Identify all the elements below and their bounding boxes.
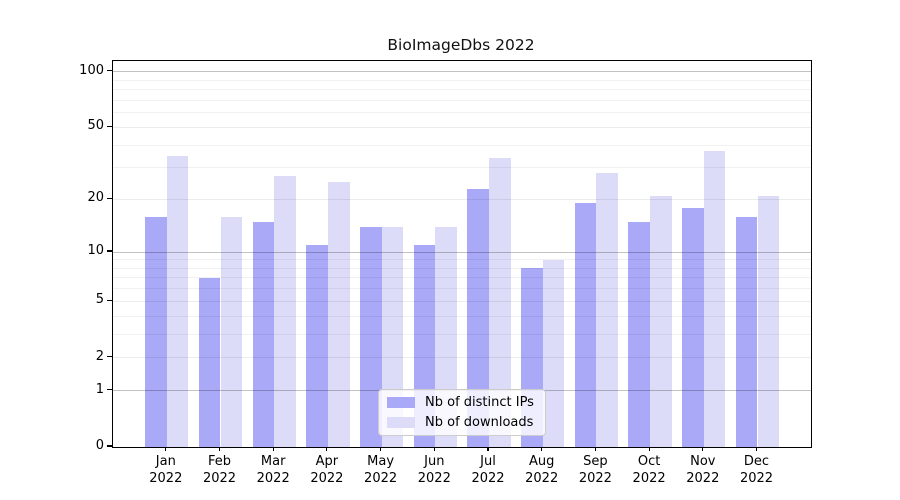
gridline-y-6 [113,288,811,290]
gridline-y-5 [113,300,811,302]
gridline-y-40 [113,144,811,146]
bar-sep-ips [574,203,597,447]
bar-jul-ips [467,188,489,447]
y-tick-mark [107,197,112,200]
bar-oct-ips [628,221,651,447]
bar-oct-downloads [650,195,672,447]
y-tick-label-100: 100 [79,62,104,78]
chart-title: BioImageDbs 2022 [387,36,535,54]
y-tick-mark [107,250,112,252]
y-tick-label-1: 1 [95,381,104,397]
gridline-y-10 [113,251,811,253]
x-tick-mark-nov [702,447,704,451]
gridline-y-7 [113,277,811,279]
x-tick-label-oct: Oct 2022 [632,454,666,486]
y-tick-label-10: 10 [87,243,104,259]
x-tick-mark-jun [433,447,435,451]
y-tick-mark [107,125,112,127]
legend-label: Nb of downloads [425,415,534,430]
bar-feb-downloads [220,216,243,447]
gridline-y-3 [113,333,811,335]
bar-may-ips [359,226,382,447]
bar-sep-downloads [596,173,619,447]
legend: Nb of distinct IPs Nb of downloads [378,389,546,436]
y-tick-mark [107,389,112,391]
x-tick-mark-apr [326,447,328,451]
x-tick-label-may: May 2022 [364,454,398,486]
plot-panel [112,60,812,448]
gridline-y-2 [113,357,811,359]
bar-nov-ips [682,207,704,447]
bar-feb-ips [198,277,221,447]
bar-jan-ips [145,216,167,447]
y-tick-label-5: 5 [95,292,104,308]
y-tick-mark [107,445,112,447]
y-tick-label-50: 50 [87,118,104,134]
gridline-y-8 [113,267,811,269]
gridline-y-100 [113,71,811,73]
gridline-y-90 [113,79,811,81]
x-tick-mark-dec [755,447,758,451]
legend-entry-distinct-ips: Nb of distinct IPs [387,393,537,413]
x-tick-mark-sep [594,447,596,451]
bar-nov-downloads [703,151,726,447]
x-tick-label-nov: Nov 2022 [686,454,720,486]
x-tick-label-feb: Feb 2022 [202,454,237,486]
bar-dec-ips [735,216,758,447]
x-tick-label-mar: Mar 2022 [256,454,290,486]
gridline-y-30 [113,167,811,169]
gridline-y-60 [113,112,811,114]
y-tick-label-20: 20 [87,190,104,206]
legend-entry-downloads: Nb of downloads [387,413,537,433]
bar-dec-downloads [757,195,780,447]
gridline-y-70 [113,99,811,101]
y-tick-mark [107,70,112,72]
x-tick-mark-aug [541,447,543,451]
x-tick-label-dec: Dec 2022 [739,454,774,486]
legend-swatch-downloads [387,417,415,428]
x-tick-label-jan: Jan 2022 [149,454,183,486]
x-tick-label-aug: Aug 2022 [525,454,559,486]
gridline-y-9 [113,259,811,261]
legend-swatch-distinct-ips [387,397,415,408]
bar-mar-downloads [274,176,296,447]
y-tick-label-0: 0 [95,438,104,453]
x-tick-mark-jul [487,447,489,451]
gridline-y-50 [113,126,811,128]
bar-apr-ips [306,244,328,447]
bar-jan-downloads [166,155,189,447]
gridline-y-20 [113,198,811,200]
bar-aug-downloads [542,259,565,447]
x-tick-mark-mar [272,447,274,451]
x-tick-mark-may [380,447,382,451]
x-tick-label-sep: Sep 2022 [578,454,612,486]
gridline-y-4 [113,315,811,317]
y-tick-mark [107,356,112,358]
x-tick-mark-jan [165,447,167,451]
bar-apr-downloads [327,182,350,447]
x-tick-label-jul: Jul 2022 [471,454,505,486]
y-tick-label-2: 2 [95,348,104,364]
x-tick-mark-feb [218,447,221,451]
y-tick-mark [107,299,112,301]
bar-jul-downloads [489,157,511,447]
legend-label: Nb of distinct IPs [425,395,534,410]
x-tick-label-apr: Apr 2022 [310,454,344,486]
gridline-y-80 [113,89,811,91]
x-tick-label-jun: Jun 2022 [417,454,451,486]
x-tick-mark-oct [648,447,650,451]
bar-mar-ips [252,221,275,447]
